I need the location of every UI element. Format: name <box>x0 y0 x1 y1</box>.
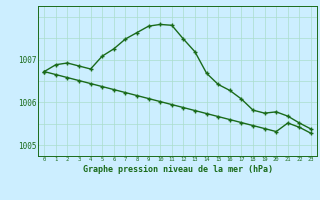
X-axis label: Graphe pression niveau de la mer (hPa): Graphe pression niveau de la mer (hPa) <box>83 165 273 174</box>
